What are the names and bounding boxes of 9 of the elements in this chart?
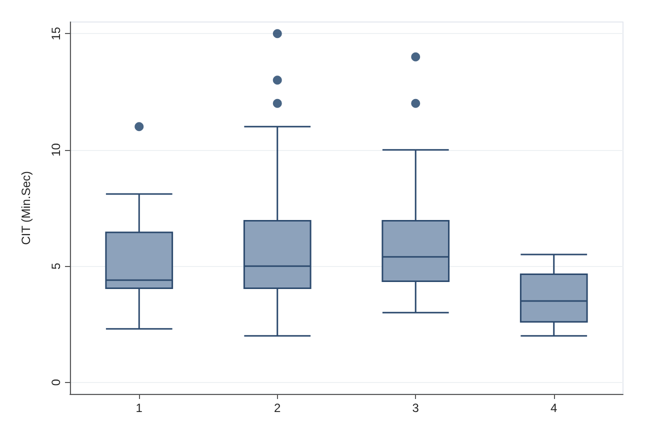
- y-tick-label: 10: [49, 142, 63, 157]
- x-tick-label: 4: [550, 401, 558, 415]
- y-tick-label: 5: [49, 262, 63, 270]
- y-tick-label: 15: [49, 26, 63, 40]
- x-tick-label: 2: [274, 401, 282, 415]
- y-axis-title: CIT (Min.Sec): [19, 171, 33, 245]
- y-tick-label: 0: [49, 378, 63, 386]
- x-tick-label: 3: [412, 401, 420, 415]
- x-tick-label: 1: [136, 401, 143, 415]
